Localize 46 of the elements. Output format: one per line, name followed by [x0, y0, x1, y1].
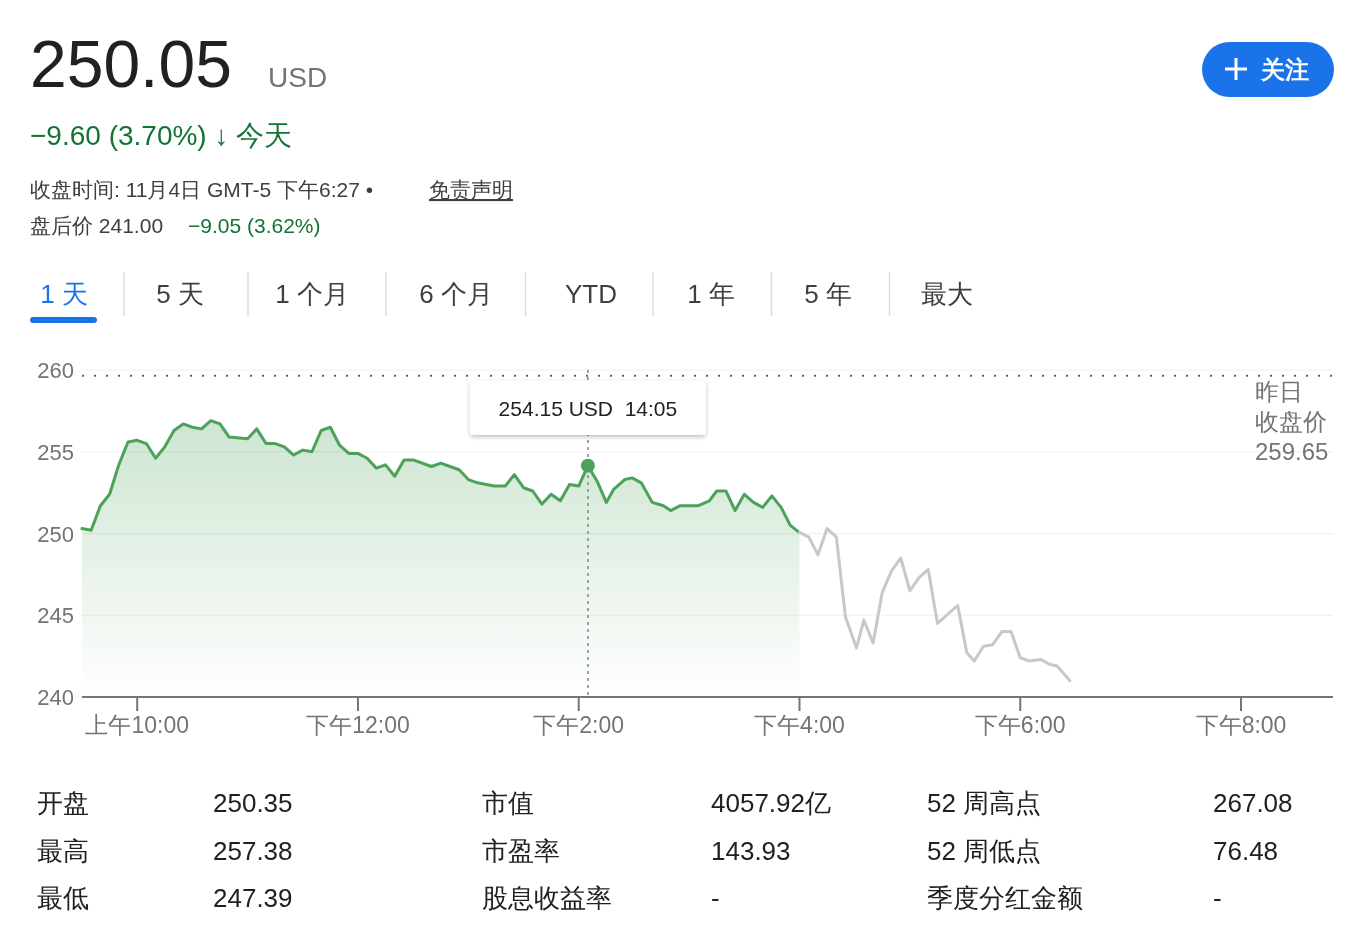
- text: 5 天: [156, 279, 204, 309]
- text: -: [711, 883, 720, 913]
- text: 股息收益率: [482, 883, 612, 913]
- chart-subtitle: −9.60 (3.70%) ↓ 今天: [30, 120, 293, 151]
- text: 季度分红金额: [927, 883, 1083, 913]
- x-tick-label: 上午10:00: [85, 712, 189, 738]
- text: 盘后价 241.00: [30, 214, 164, 237]
- y-tick-label: 245: [37, 603, 74, 629]
- text: 最大: [921, 279, 973, 309]
- text: 关注: [1260, 56, 1309, 83]
- text: −9.05 (3.62%): [188, 214, 321, 237]
- text: 267.08: [1213, 788, 1293, 818]
- y-tick-label: 250: [37, 521, 74, 547]
- text: 52 周低点: [927, 836, 1042, 866]
- y-tick-label: 240: [37, 685, 74, 710]
- x-tick-label: 下午2:00: [533, 712, 625, 738]
- text: 52 周高点: [927, 788, 1042, 818]
- text: 最低: [37, 883, 89, 913]
- text: 4057.92亿: [711, 788, 831, 818]
- ref-line-label: 昨日收盘价 259.65: [1255, 378, 1329, 465]
- text: 143.93: [711, 836, 791, 866]
- text: 247.39: [213, 883, 293, 913]
- text: 最高: [37, 836, 89, 866]
- text: -: [1213, 883, 1222, 913]
- text: 76.48: [1213, 836, 1279, 866]
- x-tick-label: 下午8:00: [1195, 712, 1287, 738]
- annotation: 254.15 USD 14:05: [498, 397, 678, 420]
- chart-title: 250.05 USD: [30, 27, 328, 101]
- y-tick-label: 260: [37, 358, 74, 383]
- text: 1 个月: [275, 279, 349, 309]
- text: 收盘时间: 11月4日 GMT-5 下午6:27 •: [30, 178, 374, 201]
- text: 市盈率: [482, 836, 560, 866]
- text: 257.38: [213, 836, 293, 866]
- text: 市值: [482, 788, 534, 818]
- text: 开盘: [37, 788, 89, 818]
- text: 1 天: [40, 279, 88, 309]
- x-tick-label: 下午6:00: [974, 712, 1066, 738]
- x-tick-label: 下午12:00: [306, 712, 410, 738]
- x-tick-label: 下午4:00: [754, 712, 845, 738]
- text: 1 年: [687, 279, 735, 309]
- text: 250.35: [213, 788, 293, 818]
- y-tick-label: 255: [37, 439, 74, 465]
- text: 6 个月: [419, 279, 493, 309]
- text: 5 年: [804, 279, 852, 309]
- text: 免责声明: [429, 178, 513, 201]
- text: YTD: [565, 279, 617, 309]
